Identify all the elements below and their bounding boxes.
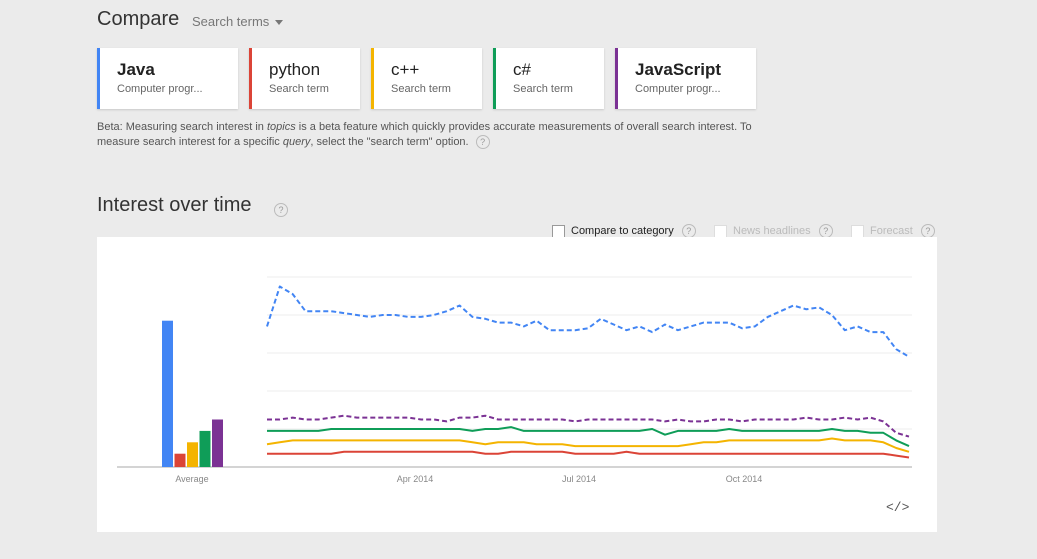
interest-chart: Average Apr 2014 Jul 2014 Oct 2014 [117, 276, 912, 484]
news-headlines-option[interactable]: News headlines ? [714, 224, 833, 238]
news-headlines-label: News headlines [733, 224, 811, 237]
compare-to-category-help-icon[interactable]: ? [681, 224, 696, 238]
average-bar-python [174, 453, 186, 467]
compare-to-category-label: Compare to category [571, 224, 674, 237]
average-bar-c [187, 442, 198, 467]
term-name: JavaScript [635, 60, 721, 79]
average-label: Average [175, 474, 208, 484]
interest-over-time-title: Interest over time [97, 194, 252, 216]
beta-note-text-2: is a beta feature which quickly provides… [97, 121, 752, 148]
term-color-bar [493, 48, 496, 109]
beta-help-icon[interactable]: ? [475, 135, 490, 150]
term-name: c++ [391, 60, 420, 79]
beta-note-topics: topics [266, 121, 296, 133]
average-bar-java [162, 320, 173, 467]
forecast-option[interactable]: Forecast ? [851, 224, 935, 238]
series-line-python [267, 450, 910, 459]
series-line-java [266, 285, 910, 358]
interest-help-icon[interactable]: ? [274, 203, 288, 217]
embed-code-icon[interactable]: </> [886, 500, 910, 515]
term-card-javascript[interactable]: JavaScript Computer progr... [615, 48, 756, 109]
term-color-bar [97, 48, 100, 109]
term-color-bar [615, 48, 618, 109]
term-card-python[interactable]: python Search term [249, 48, 360, 109]
x-tick-label: Jul 2014 [562, 474, 596, 484]
caret-down-icon [275, 20, 284, 26]
compare-to-category-option[interactable]: Compare to category ? [552, 224, 696, 238]
term-type: Search term [391, 83, 451, 95]
term-type: Search term [513, 83, 573, 95]
x-tick-label: Oct 2014 [726, 474, 763, 484]
x-tick-label: Apr 2014 [397, 474, 434, 484]
forecast-label: Forecast [870, 224, 913, 237]
compare-title: Compare [97, 8, 180, 30]
news-headlines-checkbox[interactable] [714, 224, 727, 238]
term-color-bar [249, 48, 252, 109]
compare-to-category-checkbox[interactable] [552, 224, 565, 238]
beta-note-text-1: Beta: Measuring search interest in [97, 121, 267, 133]
search-terms-label: Search terms [192, 14, 270, 29]
search-terms-dropdown[interactable]: Search terms [192, 14, 284, 29]
chart-panel: Average Apr 2014 Jul 2014 Oct 2014 [97, 237, 937, 532]
series-line-c [267, 426, 910, 448]
term-color-bar [371, 48, 374, 109]
term-card-java[interactable]: Java Computer progr... [97, 48, 238, 109]
beta-note: Beta: Measuring search interest in topic… [97, 120, 797, 150]
term-type: Computer progr... [117, 83, 203, 95]
average-bar-javascript [212, 419, 223, 467]
beta-note-query: query [282, 136, 311, 148]
beta-note-text-3: , select the "search term" option. [310, 136, 469, 148]
term-name: python [269, 60, 321, 79]
term-card-c[interactable]: c++ Search term [371, 48, 482, 109]
term-card-c[interactable]: c# Search term [493, 48, 604, 109]
term-type: Search term [269, 83, 329, 95]
series-line-c [266, 437, 910, 453]
series-line-javascript [267, 414, 910, 438]
forecast-help-icon[interactable]: ? [920, 224, 935, 238]
average-bar-c [199, 430, 211, 467]
term-type: Computer progr... [635, 83, 721, 95]
forecast-checkbox[interactable] [851, 224, 864, 238]
term-name: c# [513, 60, 531, 79]
news-headlines-help-icon[interactable]: ? [818, 224, 833, 238]
term-name: Java [117, 60, 155, 79]
